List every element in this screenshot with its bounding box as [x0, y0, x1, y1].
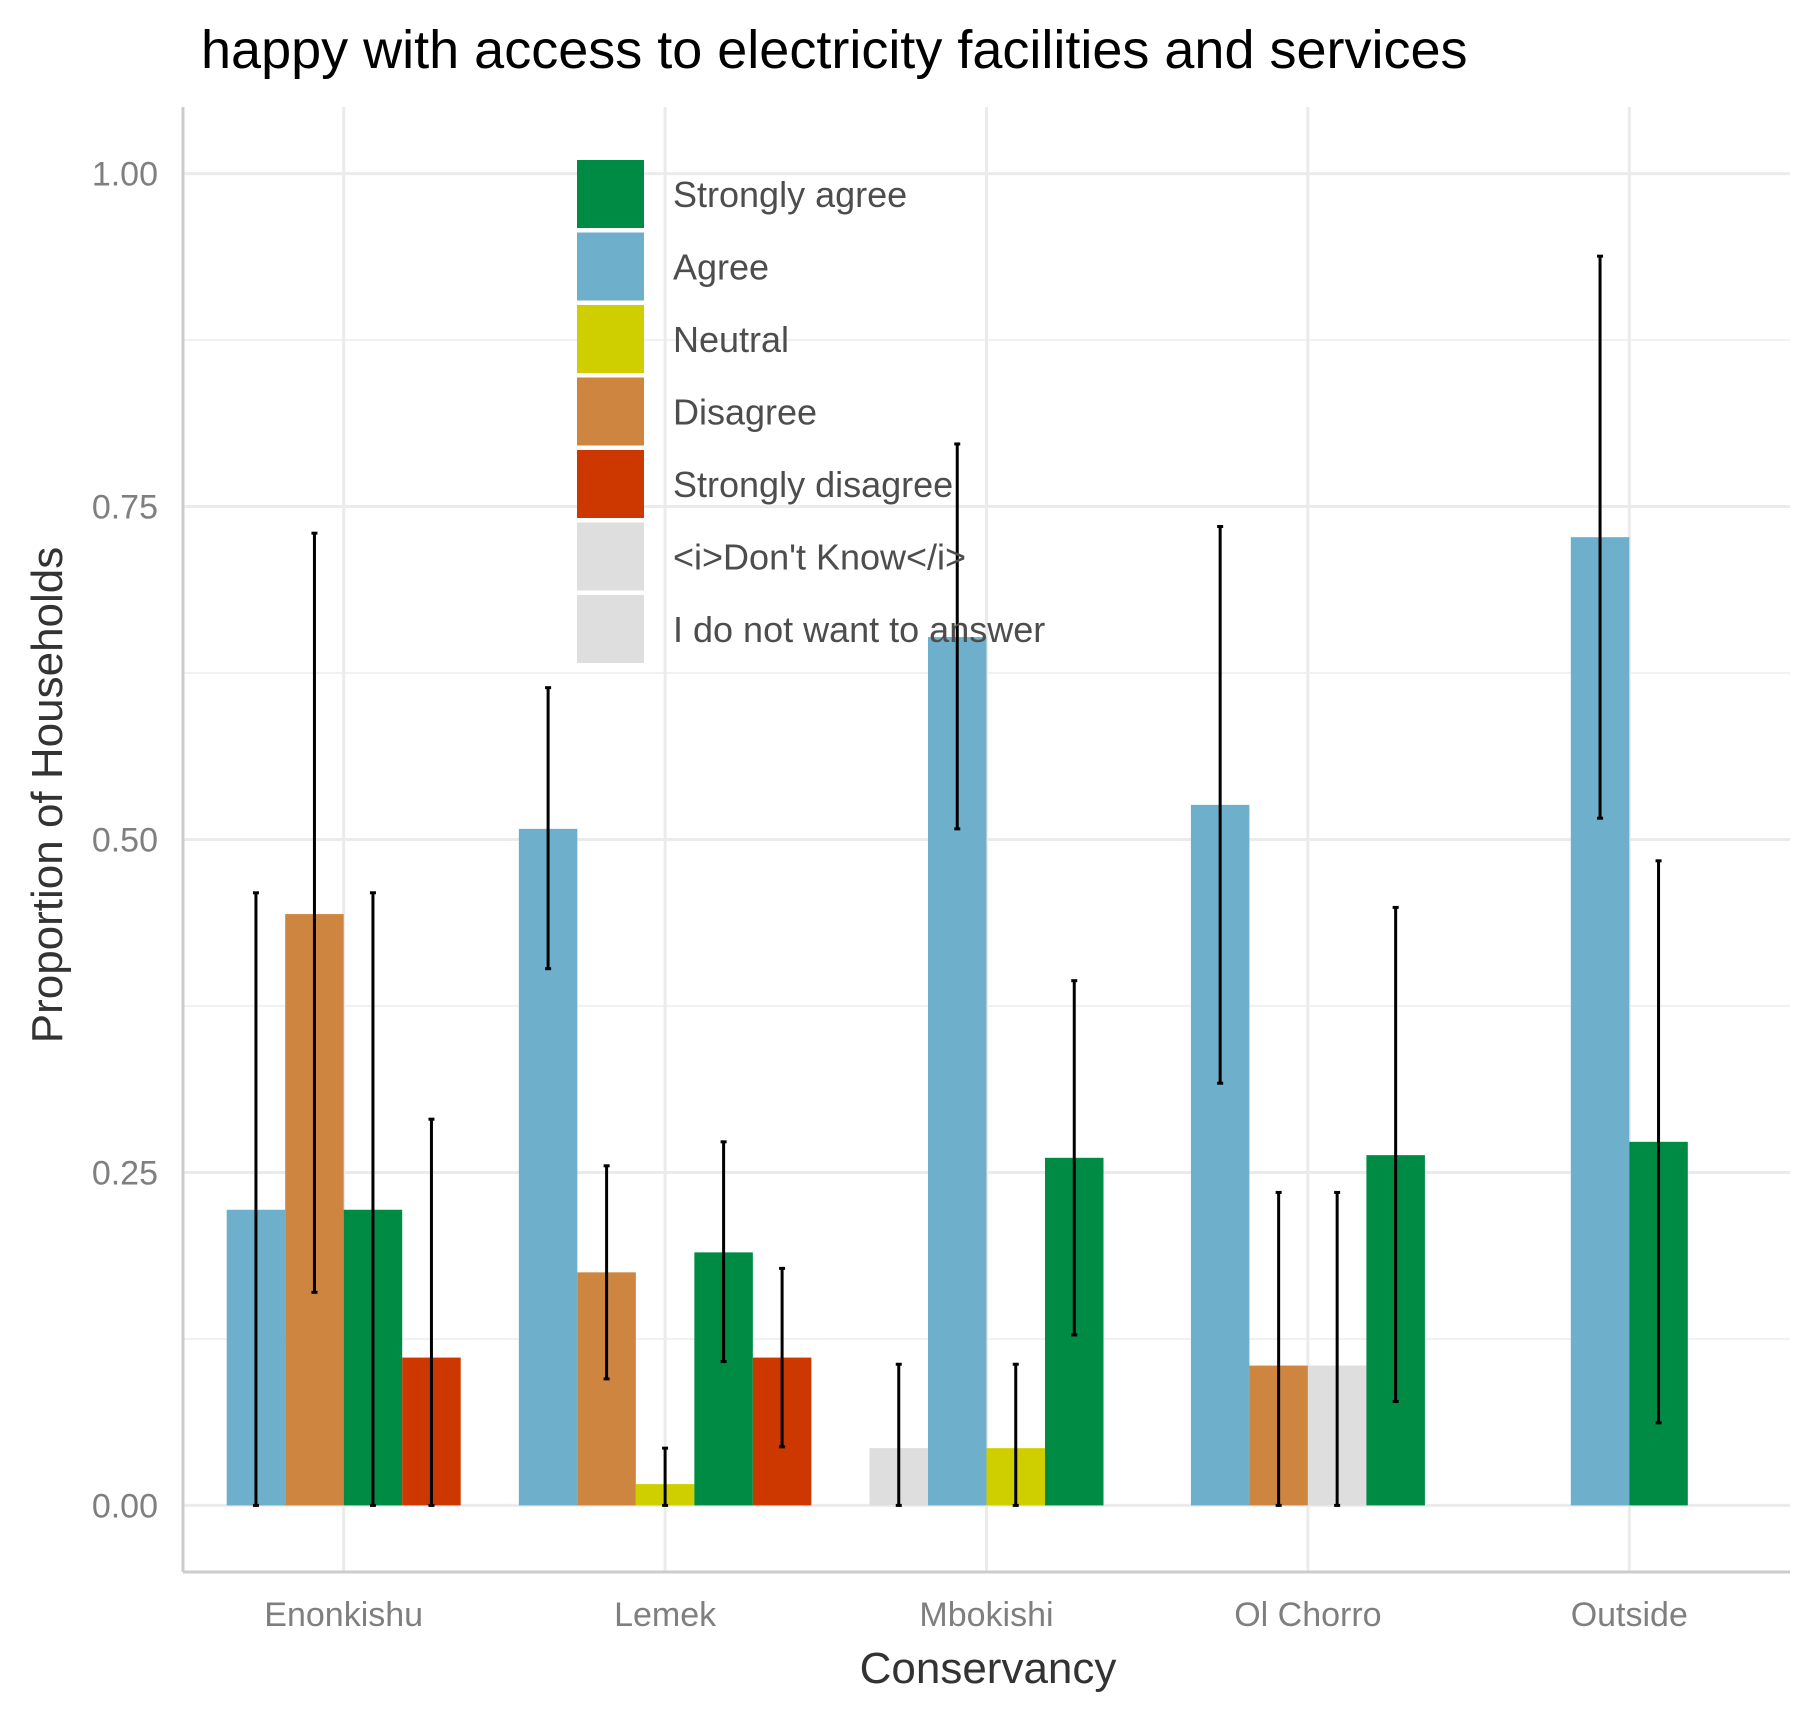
legend-label: Agree	[673, 247, 769, 288]
legend-label: <i>Don't Know</i>	[673, 537, 966, 578]
bars	[226, 537, 1688, 1506]
y-tick-label: 0.75	[92, 489, 158, 527]
legend-key	[577, 450, 644, 518]
axes	[181, 107, 1790, 1574]
x-tick-label: Enonkishu	[264, 1596, 423, 1634]
x-tick-label: Lemek	[614, 1596, 717, 1634]
y-tick-label: 0.50	[92, 822, 158, 860]
legend-key	[577, 595, 644, 663]
x-tick-label: Outside	[1571, 1596, 1688, 1634]
x-tick-labels: Enonkishu Lemek Mbokishi Ol Chorro Outside	[264, 1596, 1688, 1634]
y-tick-label: 1.00	[92, 156, 158, 194]
legend-label: I do not want to answer	[673, 609, 1045, 650]
x-tick-label: Ol Chorro	[1234, 1596, 1381, 1634]
legend-label: Neutral	[673, 319, 789, 360]
legend-key	[577, 305, 644, 373]
chart-title: happy with access to electricity facilit…	[201, 20, 1468, 80]
x-tick-label: Mbokishi	[919, 1596, 1053, 1634]
legend-key	[577, 160, 644, 228]
y-tick-label: 0.25	[92, 1154, 158, 1192]
legend: Strongly agree Agree Neutral Disagree Strong…	[577, 160, 1045, 663]
legend-key	[577, 232, 644, 301]
legend-label: Strongly agree	[673, 174, 907, 215]
x-axis-title: Conservancy	[860, 1644, 1117, 1693]
error-bars	[252, 254, 1662, 1507]
legend-label: Strongly disagree	[673, 464, 953, 505]
y-axis-title: Proportion of Households	[23, 547, 72, 1044]
legend-key	[577, 377, 644, 446]
y-tick-labels: 0.00 0.25 0.50 0.75 1.00	[92, 156, 158, 1526]
y-tick-label: 0.00	[92, 1487, 158, 1525]
legend-key	[577, 522, 644, 591]
legend-label: Disagree	[673, 392, 817, 433]
